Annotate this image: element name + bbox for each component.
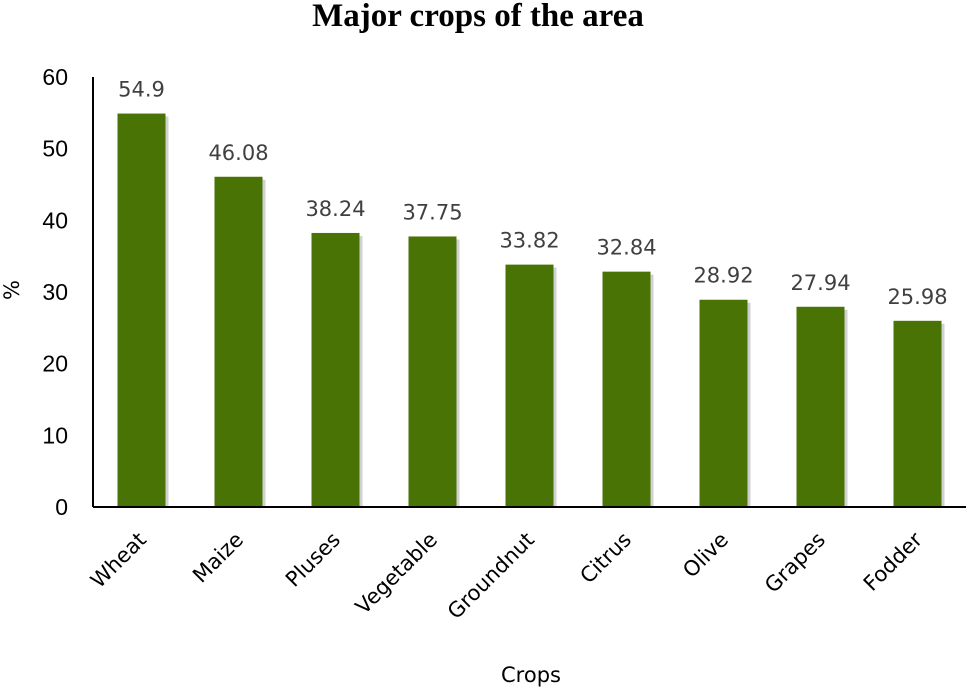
x-tick-label: Wheat	[86, 528, 151, 593]
y-axis-title: %	[0, 280, 24, 300]
data-label: 37.75	[402, 200, 462, 224]
y-tick-label: 10	[42, 422, 68, 448]
chart-title: Major crops of the area	[312, 0, 644, 34]
bars	[117, 113, 945, 508]
x-tick-label: Olive	[678, 528, 733, 583]
data-label: 46.08	[208, 141, 268, 165]
x-tick-label: Vegetable	[351, 528, 442, 619]
x-tick-label: Grapes	[760, 528, 830, 598]
x-tick-label: Maize	[188, 528, 248, 588]
data-label: 38.24	[305, 197, 365, 221]
bar	[214, 176, 263, 507]
y-tick-label: 30	[42, 279, 68, 305]
data-label: 28.92	[693, 264, 753, 288]
data-label: 33.82	[499, 229, 559, 253]
x-tick-label: Pluses	[281, 528, 345, 592]
y-tick-label: 20	[42, 351, 68, 377]
data-label: 27.94	[790, 271, 850, 295]
bar	[311, 232, 360, 508]
x-tick-label: Citrus	[575, 528, 636, 589]
bar	[117, 113, 166, 508]
bar	[699, 299, 748, 507]
x-tick-label: Groundnut	[443, 528, 539, 624]
bar	[796, 306, 845, 507]
bar	[505, 264, 554, 507]
y-tick-label: 40	[42, 207, 68, 233]
data-label: 25.98	[887, 285, 947, 309]
y-tick-label: 50	[42, 136, 68, 162]
data-label: 32.84	[596, 236, 656, 260]
y-tick-label: 0	[55, 494, 68, 520]
bar	[602, 271, 651, 507]
data-labels: 54.9 46.08 38.24 37.75 33.82 32.84 28.92 27.94 2…	[118, 78, 947, 309]
y-axis-ticks: 0 10 20 30 40 50 60	[42, 64, 68, 520]
x-tick-label: Fodder	[859, 527, 927, 595]
bar	[893, 320, 942, 507]
data-label: 54.9	[118, 78, 165, 102]
bar	[408, 236, 457, 508]
y-tick-label: 60	[42, 64, 68, 90]
x-axis-labels: Wheat Maize Pluses Vegetable Groundnut Citrus…	[86, 527, 927, 623]
x-axis-title: Crops	[501, 663, 561, 687]
